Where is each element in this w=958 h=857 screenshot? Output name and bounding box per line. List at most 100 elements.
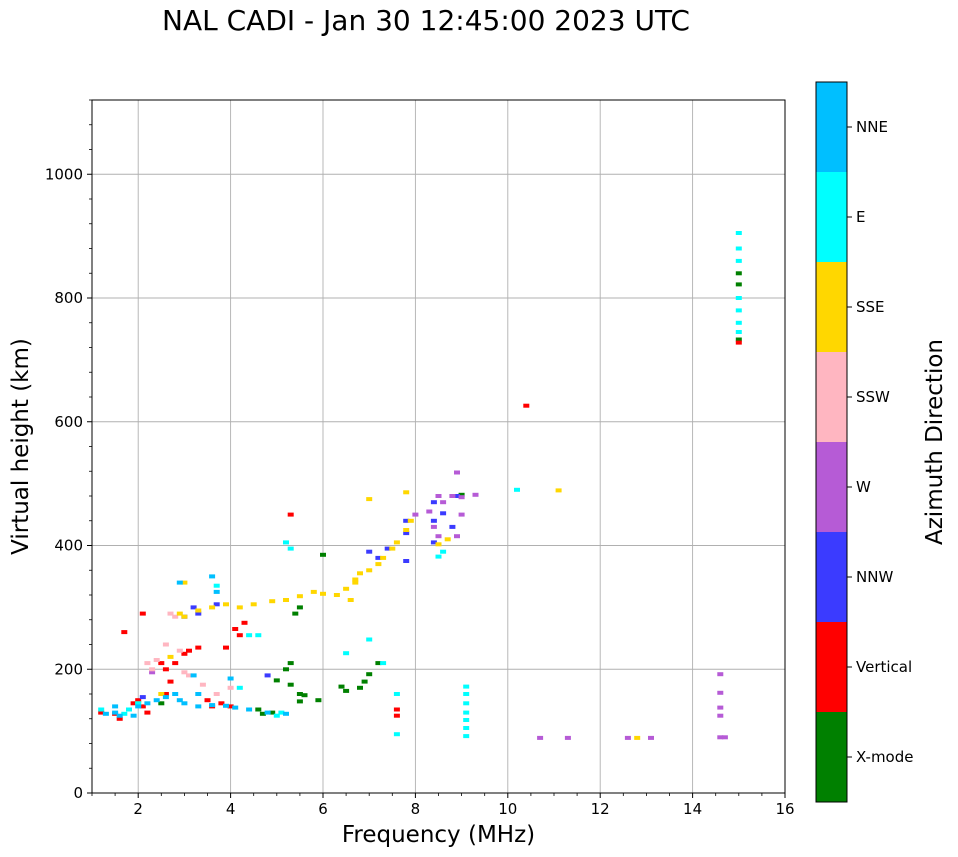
- data-point-x-mode: [357, 685, 363, 690]
- data-point-vertical: [116, 716, 123, 721]
- data-point-w: [458, 512, 465, 517]
- data-point-x-mode: [735, 282, 742, 287]
- data-point-sse: [389, 546, 396, 551]
- data-point-w: [458, 495, 465, 500]
- data-point-nne: [227, 676, 234, 681]
- data-point-nnw: [430, 500, 437, 505]
- data-point-e: [273, 713, 280, 718]
- data-point-vertical: [287, 512, 294, 517]
- data-point-e: [735, 330, 742, 334]
- data-point-nne: [135, 704, 142, 709]
- data-point-e: [435, 554, 442, 559]
- data-point-e: [735, 246, 742, 251]
- data-point-vertical: [167, 679, 174, 684]
- x-axis-label: Frequency (MHz): [342, 822, 535, 848]
- data-point-sse: [393, 540, 400, 545]
- data-point-vertical: [130, 701, 137, 706]
- data-point-nnw: [403, 518, 410, 523]
- data-point-w: [717, 690, 724, 695]
- data-point-x-mode: [259, 711, 266, 716]
- colorbar-label-e: E: [856, 208, 865, 226]
- data-point-nnw: [264, 673, 271, 678]
- data-point-x-mode: [287, 682, 294, 687]
- data-point-nnw: [430, 540, 437, 545]
- data-point-nnw: [440, 511, 447, 516]
- data-point-vertical: [223, 645, 229, 650]
- data-point-sse: [195, 608, 202, 613]
- data-point-w: [721, 735, 728, 740]
- data-point-nne: [213, 589, 220, 594]
- data-point-ssw: [149, 667, 156, 672]
- data-point-e: [440, 549, 447, 554]
- data-point-x-mode: [301, 693, 308, 698]
- data-point-nne: [153, 698, 160, 703]
- data-point-vertical: [227, 704, 234, 709]
- data-point-e: [463, 718, 470, 722]
- data-point-e: [735, 296, 742, 300]
- data-point-nne: [246, 707, 253, 712]
- data-point-sse: [366, 497, 373, 502]
- y-tick-label: 200: [54, 660, 83, 678]
- data-point-e: [380, 661, 387, 666]
- data-point-e: [121, 711, 128, 716]
- data-point-sse: [343, 586, 350, 591]
- data-point-sse: [158, 692, 165, 696]
- data-point-e: [213, 583, 220, 588]
- data-point-w: [717, 713, 724, 718]
- data-point-vertical: [735, 340, 742, 345]
- y-tick-label: 800: [54, 289, 83, 307]
- data-point-vertical: [204, 698, 211, 703]
- data-point-e: [463, 734, 470, 739]
- data-point-sse: [634, 735, 641, 740]
- data-point-vertical: [162, 667, 169, 672]
- data-point-sse: [320, 591, 326, 596]
- data-point-vertical: [144, 710, 151, 715]
- data-point-sse: [352, 577, 359, 582]
- data-point-nne: [195, 704, 202, 709]
- colorbar-swatch: [816, 622, 847, 712]
- data-point-nne: [209, 574, 216, 579]
- data-point-ssw: [167, 611, 174, 616]
- data-point-x-mode: [343, 688, 350, 693]
- data-point-ssw: [162, 642, 169, 647]
- plot-frame: [91, 99, 786, 794]
- data-point-e: [278, 710, 285, 715]
- data-point-nne: [181, 701, 188, 706]
- data-point-vertical: [158, 661, 165, 666]
- data-point-nnw: [190, 605, 197, 610]
- data-point-sse: [310, 589, 317, 594]
- colorbar-label-w: W: [856, 478, 871, 496]
- data-point-vertical: [523, 403, 530, 408]
- data-point-nne: [176, 580, 183, 585]
- colorbar-frame: [815, 81, 848, 803]
- data-point-sse: [333, 593, 340, 597]
- data-point-e: [126, 707, 132, 712]
- data-point-e: [255, 633, 262, 638]
- colorbar-swatch: [816, 172, 847, 262]
- data-point-nne: [162, 695, 169, 700]
- data-point-sse: [250, 602, 257, 607]
- data-point-nnw: [384, 546, 391, 551]
- data-point-nnw: [430, 518, 437, 523]
- data-point-e: [463, 701, 470, 706]
- data-point-nne: [209, 703, 216, 708]
- y-tick-label: 1000: [45, 165, 83, 183]
- data-point-x-mode: [735, 271, 742, 276]
- data-point-w: [648, 735, 654, 740]
- colorbar-swatch: [816, 442, 847, 532]
- data-point-x-mode: [296, 692, 303, 696]
- data-point-x-mode: [296, 605, 303, 610]
- y-tick-label: 0: [73, 784, 83, 802]
- data-point-sse: [283, 598, 289, 602]
- data-point-nnw: [403, 531, 410, 536]
- data-point-nne: [283, 711, 289, 716]
- colorbar-label-nne: NNE: [856, 118, 888, 136]
- data-point-vertical: [218, 701, 225, 706]
- data-point-vertical: [98, 710, 105, 715]
- y-axis-ticks: 0 200 400 600 800 1000: [45, 99, 92, 802]
- data-point-nnw: [195, 611, 202, 616]
- data-point-sse: [380, 555, 387, 560]
- data-point-x-mode: [458, 492, 465, 497]
- data-point-ssw: [153, 658, 160, 662]
- data-point-w: [435, 494, 442, 498]
